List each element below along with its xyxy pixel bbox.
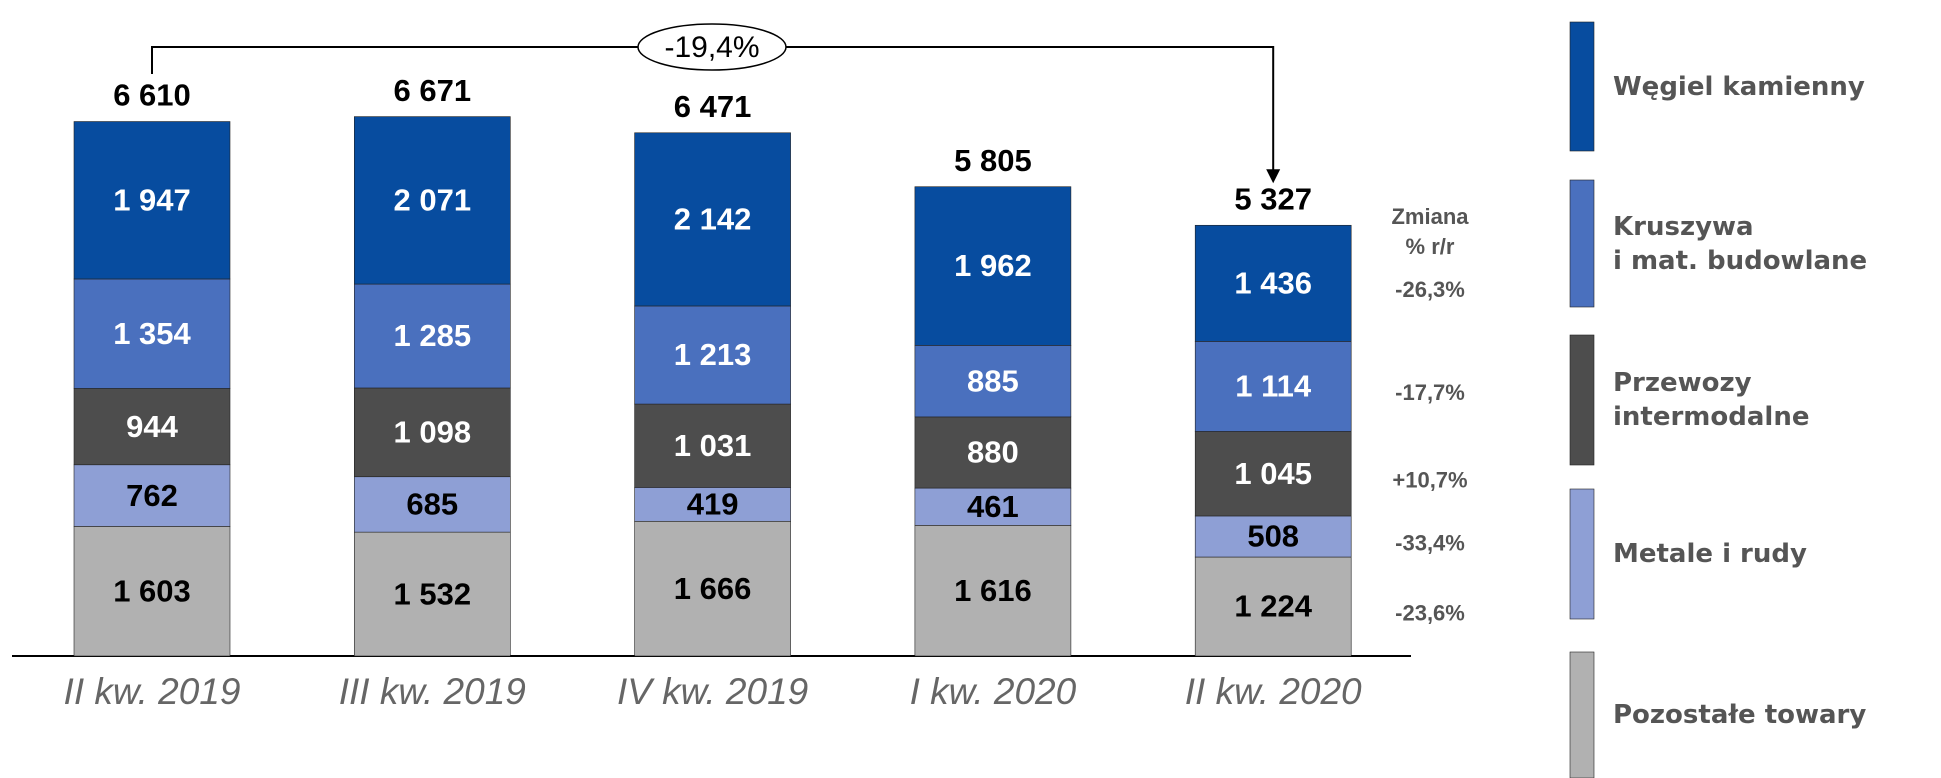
- change-label: -23,6%: [1395, 600, 1465, 625]
- bar-segment: [1194, 515, 1352, 558]
- value-label: 1 098: [394, 415, 472, 450]
- change-label: -33,4%: [1395, 530, 1465, 555]
- bar-segment: [1194, 556, 1352, 657]
- bar-segment: [1194, 431, 1352, 517]
- bar-segment: [353, 476, 511, 533]
- bar-segment: [914, 487, 1072, 526]
- value-label: 1 962: [954, 248, 1032, 283]
- x-tick-label: IV kw. 2019: [617, 671, 808, 712]
- legend-label: Węgiel kamienny: [1613, 71, 1865, 102]
- legend-label: Przewozy intermodalne: [1613, 368, 1810, 432]
- bar-segment: [353, 116, 511, 285]
- bar-segment: [73, 278, 231, 389]
- value-label: 1 114: [1235, 369, 1312, 404]
- x-tick-label: III kw. 2019: [339, 671, 526, 712]
- legend-label: Metale i rudy: [1613, 539, 1807, 569]
- value-label: 762: [126, 478, 178, 513]
- bar-segment: [634, 132, 791, 307]
- value-label: 685: [406, 487, 458, 522]
- x-tick-label: II kw. 2020: [1185, 671, 1362, 712]
- value-label: 1 045: [1234, 456, 1312, 491]
- x-tick-label: I kw. 2020: [910, 671, 1077, 712]
- total-label: 6 610: [113, 78, 191, 113]
- value-label: 1 532: [394, 576, 472, 611]
- legend-swatch: [1569, 21, 1595, 152]
- bar-segment: [914, 345, 1072, 418]
- annotation-arrow: [1266, 169, 1281, 184]
- bar-segment: [353, 387, 511, 478]
- bar-segment: [634, 403, 791, 488]
- bar-segment: [634, 520, 791, 657]
- bar-segment: [73, 388, 231, 466]
- value-label: 1 436: [1234, 266, 1312, 301]
- value-label: 944: [126, 409, 178, 444]
- value-label: 1 603: [113, 573, 191, 608]
- value-label: 508: [1247, 519, 1299, 554]
- total-label: 5 327: [1234, 181, 1312, 216]
- bar-segment: [353, 283, 511, 389]
- change-label: -17,7%: [1395, 380, 1465, 405]
- bar-segment: [73, 464, 231, 527]
- bar-segment: [914, 416, 1072, 489]
- legend-swatch: [1569, 179, 1595, 308]
- value-label: 1 666: [674, 571, 752, 606]
- change-title: Zmiana % r/r: [1391, 204, 1469, 259]
- legend-swatch: [1569, 651, 1595, 778]
- value-label: 1 213: [674, 337, 752, 372]
- value-label: 885: [967, 363, 1019, 398]
- bar-segment: [634, 305, 791, 405]
- total-label: 5 805: [954, 143, 1032, 178]
- legend-swatch: [1569, 488, 1595, 620]
- value-label: 1 285: [394, 318, 472, 353]
- value-label: 1 616: [954, 573, 1032, 608]
- total-label: 6 671: [394, 73, 472, 108]
- bar-segment: [914, 525, 1072, 657]
- value-label: 419: [687, 487, 739, 522]
- legend-swatch: [1569, 334, 1595, 466]
- change-label: -26,3%: [1395, 277, 1465, 302]
- bar-segment: [634, 487, 791, 522]
- value-label: 1 354: [113, 316, 191, 351]
- change-label: +10,7%: [1392, 468, 1467, 493]
- value-label: 461: [967, 489, 1019, 524]
- value-label: 880: [967, 435, 1019, 470]
- bar-segment: [1194, 341, 1352, 432]
- annotation-label: -19,4%: [664, 31, 759, 64]
- legend-label: Kruszywa i mat. budowlane: [1613, 211, 1868, 276]
- annotation-oval: [637, 23, 787, 71]
- value-label: 1 031: [674, 428, 752, 463]
- bar-segment: [73, 526, 231, 657]
- value-label: 2 142: [674, 202, 752, 237]
- value-label: 1 224: [1234, 589, 1312, 624]
- x-tick-label: II kw. 2019: [64, 671, 241, 712]
- bar-segment: [914, 186, 1072, 346]
- value-label: 2 071: [394, 183, 472, 218]
- bar-segment: [1194, 224, 1352, 342]
- legend-label: Pozostałe towary: [1613, 700, 1867, 730]
- bar-segment: [73, 121, 231, 280]
- value-label: 1 947: [113, 182, 191, 217]
- total-label: 6 471: [674, 89, 752, 124]
